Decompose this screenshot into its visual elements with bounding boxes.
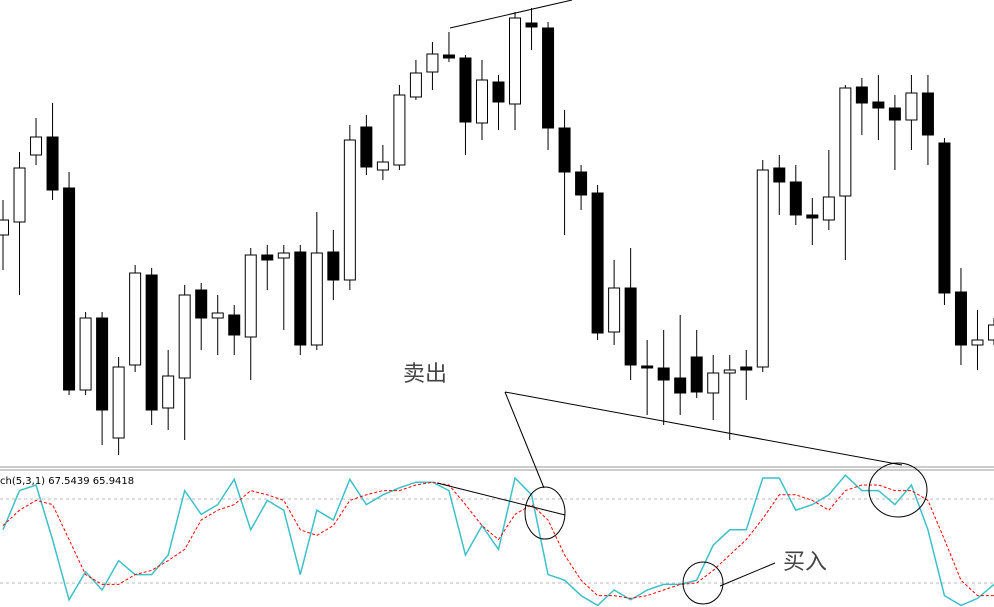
candle-body (211, 312, 224, 319)
candle-body (707, 372, 720, 394)
candle-body (888, 107, 901, 121)
candle-body (79, 317, 92, 391)
candle-body (30, 136, 43, 156)
indicator-label: ch(5,3,1) 67.5439 65.9418 (0, 476, 134, 487)
candle-body (591, 192, 604, 334)
candle-body (96, 317, 109, 411)
candle-body (872, 101, 885, 109)
candle-body (112, 366, 125, 439)
candle-body (261, 254, 274, 261)
candle-body (789, 181, 802, 216)
candle-body (921, 92, 934, 136)
candle-body (310, 252, 323, 346)
indicator-line (2, 474, 994, 607)
candle-body (13, 167, 26, 223)
annotation: 卖出 (403, 362, 447, 387)
highlight-circle (868, 462, 928, 518)
candle-body (426, 53, 439, 73)
candle-body (723, 369, 736, 374)
marks (0, 8, 994, 607)
candle-body (178, 294, 191, 379)
candle-body (839, 87, 852, 197)
candle-body (542, 27, 555, 129)
candle-body (773, 167, 786, 183)
indicator-line (2, 481, 994, 599)
candle-body (343, 139, 356, 281)
candle-body (954, 291, 967, 346)
candle-body (195, 289, 208, 319)
candle-body (905, 92, 918, 121)
candle-body (624, 287, 637, 366)
candle-body (509, 17, 522, 105)
candle-body (475, 79, 488, 124)
candle-body (0, 219, 9, 236)
candle-body (608, 287, 621, 333)
annotation: 买入 (783, 550, 827, 575)
candle-body (492, 81, 505, 103)
candle-body (575, 171, 588, 196)
candle-body (393, 94, 406, 166)
candle-body (376, 161, 389, 171)
candle-body (806, 214, 819, 219)
highlight-circle (682, 561, 724, 605)
candle-body (756, 169, 769, 368)
candle-body (459, 57, 472, 123)
trend-line (449, 0, 573, 29)
candle-body (674, 377, 687, 394)
candle-body (525, 22, 538, 28)
candle-body (228, 314, 241, 336)
candle-body (162, 375, 175, 409)
candle-body (294, 251, 307, 346)
candle-body (558, 127, 571, 173)
candle-body (409, 72, 422, 98)
arrow-line (504, 391, 903, 466)
candle-body (63, 187, 76, 391)
highlight-circle (524, 486, 566, 540)
candle-body (327, 251, 340, 281)
arrow-line (504, 391, 545, 489)
trend-line (436, 482, 566, 516)
candle-body (740, 366, 753, 371)
candle-body (938, 142, 951, 294)
arrow-line (719, 562, 776, 587)
candle-body (129, 272, 142, 366)
candle-body (822, 196, 835, 221)
candle-body (855, 86, 868, 104)
candle-body (657, 367, 670, 381)
candle-body (46, 136, 59, 191)
candle-body (690, 356, 703, 393)
candle-body (360, 126, 373, 168)
candle-body (145, 274, 158, 411)
candle-body (244, 254, 257, 338)
candle-body (988, 324, 994, 341)
candle-body (641, 365, 654, 369)
candle-body (442, 54, 455, 59)
candle-body (277, 252, 290, 259)
candle-body (971, 339, 984, 346)
